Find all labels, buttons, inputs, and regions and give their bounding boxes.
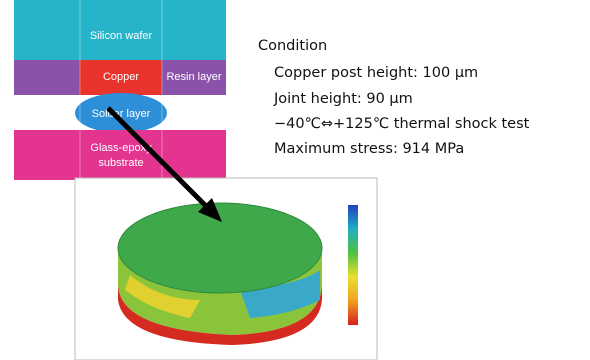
condition-item: Maximum stress: 914 MPa — [274, 141, 464, 157]
resin-layer-label: Resin layer — [166, 71, 221, 83]
figure: Silicon wafer Copper Resin layer Solder … — [0, 0, 590, 360]
cylinder-top — [118, 203, 322, 293]
silicon-wafer-label: Silicon wafer — [90, 30, 153, 42]
substrate-label: substrate — [98, 157, 143, 169]
color-bar — [348, 205, 358, 325]
copper-label: Copper — [103, 71, 139, 83]
condition-item: −40℃⇔+125℃ thermal shock test — [274, 116, 530, 132]
condition-title: Condition — [258, 38, 327, 54]
condition-item: Copper post height: 100 µm — [274, 65, 478, 81]
cross-section: Silicon wafer Copper Resin layer Solder … — [14, 0, 226, 180]
page: {"diagram": {"silicon_wafer": "Silicon w… — [0, 0, 590, 360]
stress-simulation — [75, 178, 377, 360]
substrate-layer — [14, 130, 226, 180]
condition-item: Joint height: 90 µm — [273, 91, 413, 107]
